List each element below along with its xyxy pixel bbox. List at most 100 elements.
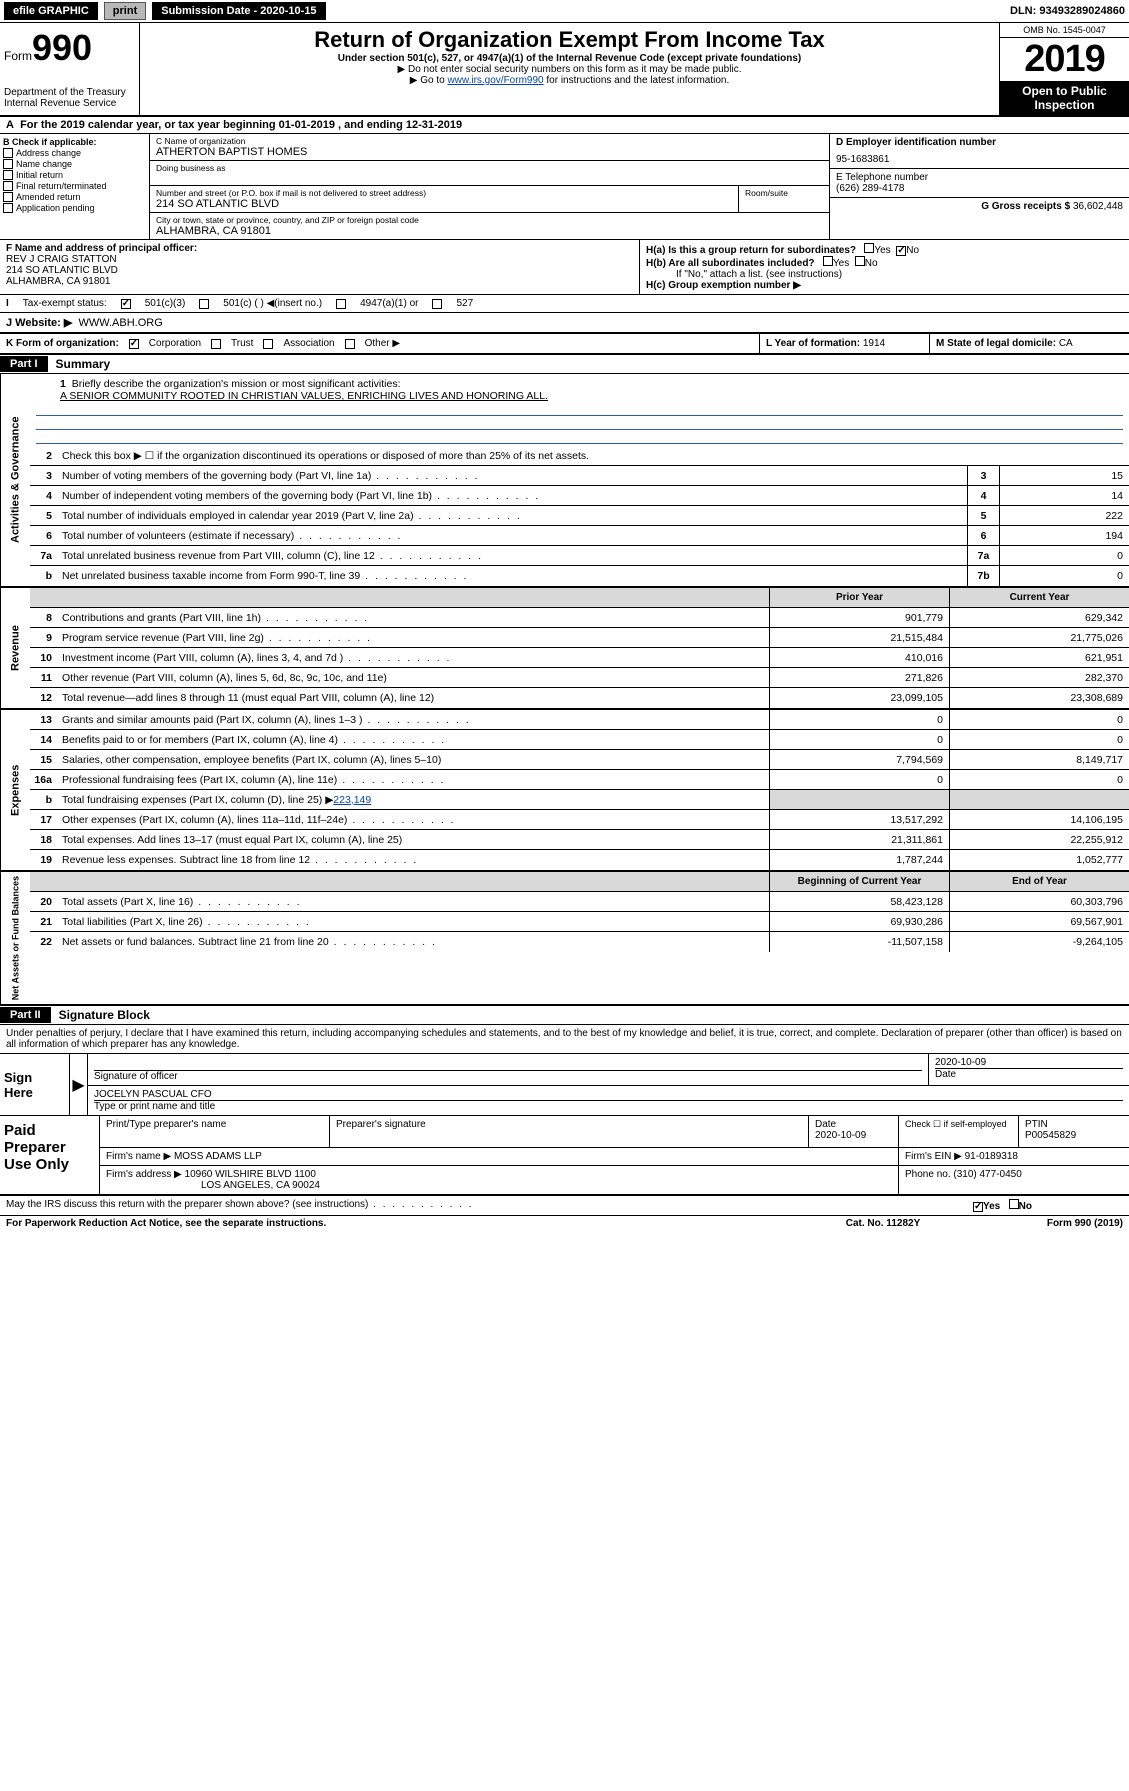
open-inspection: Open to Public Inspection	[1000, 81, 1129, 115]
v6: 194	[999, 526, 1129, 545]
form-number: 990	[32, 27, 92, 68]
form-title-block: Return of Organization Exempt From Incom…	[140, 23, 999, 115]
group-return: H(a) Is this a group return for subordin…	[639, 240, 1129, 294]
period-row: A For the 2019 calendar year, or tax yea…	[0, 117, 1129, 134]
form-org-row: K Form of organization: Corporation Trus…	[0, 334, 1129, 355]
chk-amended[interactable]	[3, 192, 13, 202]
chk-corp[interactable]	[129, 339, 139, 349]
period-begin: 01-01-2019	[279, 119, 335, 131]
year-block: OMB No. 1545-0047 2019 Open to Public In…	[999, 23, 1129, 115]
mission-block: 1 Briefly describe the organization's mi…	[30, 374, 1129, 446]
year-formation: 1914	[863, 338, 885, 349]
chk-527[interactable]	[432, 299, 442, 309]
activities-governance: Activities & Governance 1 Briefly descri…	[0, 374, 1129, 588]
submission-date: Submission Date - 2020-10-15	[152, 2, 325, 20]
checkboxes-b: B Check if applicable: Address change Na…	[0, 134, 150, 239]
chk-app[interactable]	[3, 203, 13, 213]
org-address: 214 SO ATLANTIC BLVD	[156, 198, 732, 210]
omb-number: OMB No. 1545-0047	[1000, 23, 1129, 38]
chk-trust[interactable]	[211, 339, 221, 349]
ptin: P00545829	[1025, 1130, 1123, 1141]
v3: 15	[999, 466, 1129, 485]
signature-block: Under penalties of perjury, I declare th…	[0, 1025, 1129, 1116]
tax-year: 2019	[1000, 38, 1129, 81]
perjury-statement: Under penalties of perjury, I declare th…	[0, 1025, 1129, 1054]
form-subtitle: Under section 501(c), 527, or 4947(a)(1)…	[148, 53, 991, 64]
officer-print-name: JOCELYN PASCUAL CFO	[94, 1089, 1123, 1101]
firm-ein: 91-0189318	[965, 1151, 1018, 1162]
chk-initial[interactable]	[3, 170, 13, 180]
print-button[interactable]: print	[104, 2, 146, 20]
firm-addr2: LOS ANGELES, CA 90024	[106, 1180, 320, 1191]
org-info: C Name of organization ATHERTON BAPTIST …	[150, 134, 829, 239]
part-1-header: Part I Summary	[0, 355, 1129, 374]
ein: 95-1683861	[836, 148, 1123, 165]
sig-date: 2020-10-09	[935, 1057, 1123, 1068]
fundraising-exp[interactable]: 223,149	[333, 794, 371, 806]
paid-prep-label: Paid Preparer Use Only	[0, 1116, 100, 1194]
v7a: 0	[999, 546, 1129, 565]
chk-501c[interactable]	[199, 299, 209, 309]
chk-address[interactable]	[3, 148, 13, 158]
v5: 222	[999, 506, 1129, 525]
h-b-yes[interactable]	[823, 256, 833, 266]
irs-link[interactable]: www.irs.gov/Form990	[447, 75, 543, 86]
telephone: (626) 289-4178	[836, 183, 1123, 194]
cat-no: Cat. No. 11282Y	[793, 1218, 973, 1229]
officer-name: REV J CRAIG STATTON	[6, 254, 633, 265]
right-info: D Employer identification number 95-1683…	[829, 134, 1129, 239]
chk-name[interactable]	[3, 159, 13, 169]
sign-here-label: Sign Here	[0, 1054, 70, 1115]
side-rev: Revenue	[0, 588, 30, 708]
side-ag: Activities & Governance	[0, 374, 30, 586]
h-a-no[interactable]	[896, 246, 906, 256]
tax-exempt-row: I Tax-exempt status: 501(c)(3) 501(c) ( …	[0, 295, 1129, 313]
v7b: 0	[999, 566, 1129, 586]
part-2-header: Part II Signature Block	[0, 1006, 1129, 1025]
chk-501c3[interactable]	[121, 299, 131, 309]
note-link: ▶ Go to www.irs.gov/Form990 for instruct…	[148, 75, 991, 86]
mission-text: A SENIOR COMMUNITY ROOTED IN CHRISTIAN V…	[60, 390, 548, 402]
website: WWW.ABH.ORG	[78, 317, 162, 329]
h-b-no[interactable]	[855, 256, 865, 266]
website-row: J Website: ▶ WWW.ABH.ORG	[0, 313, 1129, 334]
h-a-yes[interactable]	[864, 243, 874, 253]
dept-label: Department of the Treasury Internal Reve…	[4, 87, 133, 109]
org-name: ATHERTON BAPTIST HOMES	[156, 146, 823, 158]
gross-receipts: 36,602,448	[1073, 201, 1123, 212]
principal-officer: F Name and address of principal officer:…	[0, 240, 639, 294]
expenses-block: Expenses 13Grants and similar amounts pa…	[0, 710, 1129, 872]
form-id-block: Form990 Department of the Treasury Inter…	[0, 23, 140, 115]
firm-addr1: 10960 WILSHIRE BLVD 1100	[185, 1169, 316, 1180]
entity-block: B Check if applicable: Address change Na…	[0, 134, 1129, 240]
paid-preparer-block: Paid Preparer Use Only Print/Type prepar…	[0, 1116, 1129, 1196]
discuss-no[interactable]	[1009, 1199, 1019, 1209]
discuss-row: May the IRS discuss this return with the…	[0, 1196, 1129, 1216]
form-title: Return of Organization Exempt From Incom…	[148, 27, 991, 53]
side-exp: Expenses	[0, 710, 30, 870]
revenue-block: Revenue Prior Year Current Year 8Contrib…	[0, 588, 1129, 710]
efile-label: efile GRAPHIC	[4, 2, 98, 20]
chk-4947[interactable]	[336, 299, 346, 309]
officer-group-row: F Name and address of principal officer:…	[0, 240, 1129, 295]
firm-name: MOSS ADAMS LLP	[174, 1151, 262, 1162]
chk-assoc[interactable]	[263, 339, 273, 349]
arrow-icon: ▶	[70, 1054, 88, 1115]
domicile: CA	[1059, 338, 1073, 349]
firm-phone: (310) 477-0450	[953, 1169, 1021, 1180]
v4: 14	[999, 486, 1129, 505]
form-prefix: Form	[4, 49, 32, 63]
net-assets-block: Net Assets or Fund Balances Beginning of…	[0, 872, 1129, 1006]
footer: For Paperwork Reduction Act Notice, see …	[0, 1216, 1129, 1231]
chk-other[interactable]	[345, 339, 355, 349]
prep-date: 2020-10-09	[815, 1130, 892, 1141]
period-end: 12-31-2019	[406, 119, 462, 131]
form-header: Form990 Department of the Treasury Inter…	[0, 23, 1129, 117]
sig-officer-label: Signature of officer	[94, 1071, 922, 1082]
discuss-yes[interactable]	[973, 1202, 983, 1212]
org-city: ALHAMBRA, CA 91801	[156, 225, 823, 237]
topbar: efile GRAPHIC print Submission Date - 20…	[0, 0, 1129, 23]
dln: DLN: 93493289024860	[1010, 5, 1125, 17]
side-na: Net Assets or Fund Balances	[0, 872, 30, 1004]
chk-final[interactable]	[3, 181, 13, 191]
